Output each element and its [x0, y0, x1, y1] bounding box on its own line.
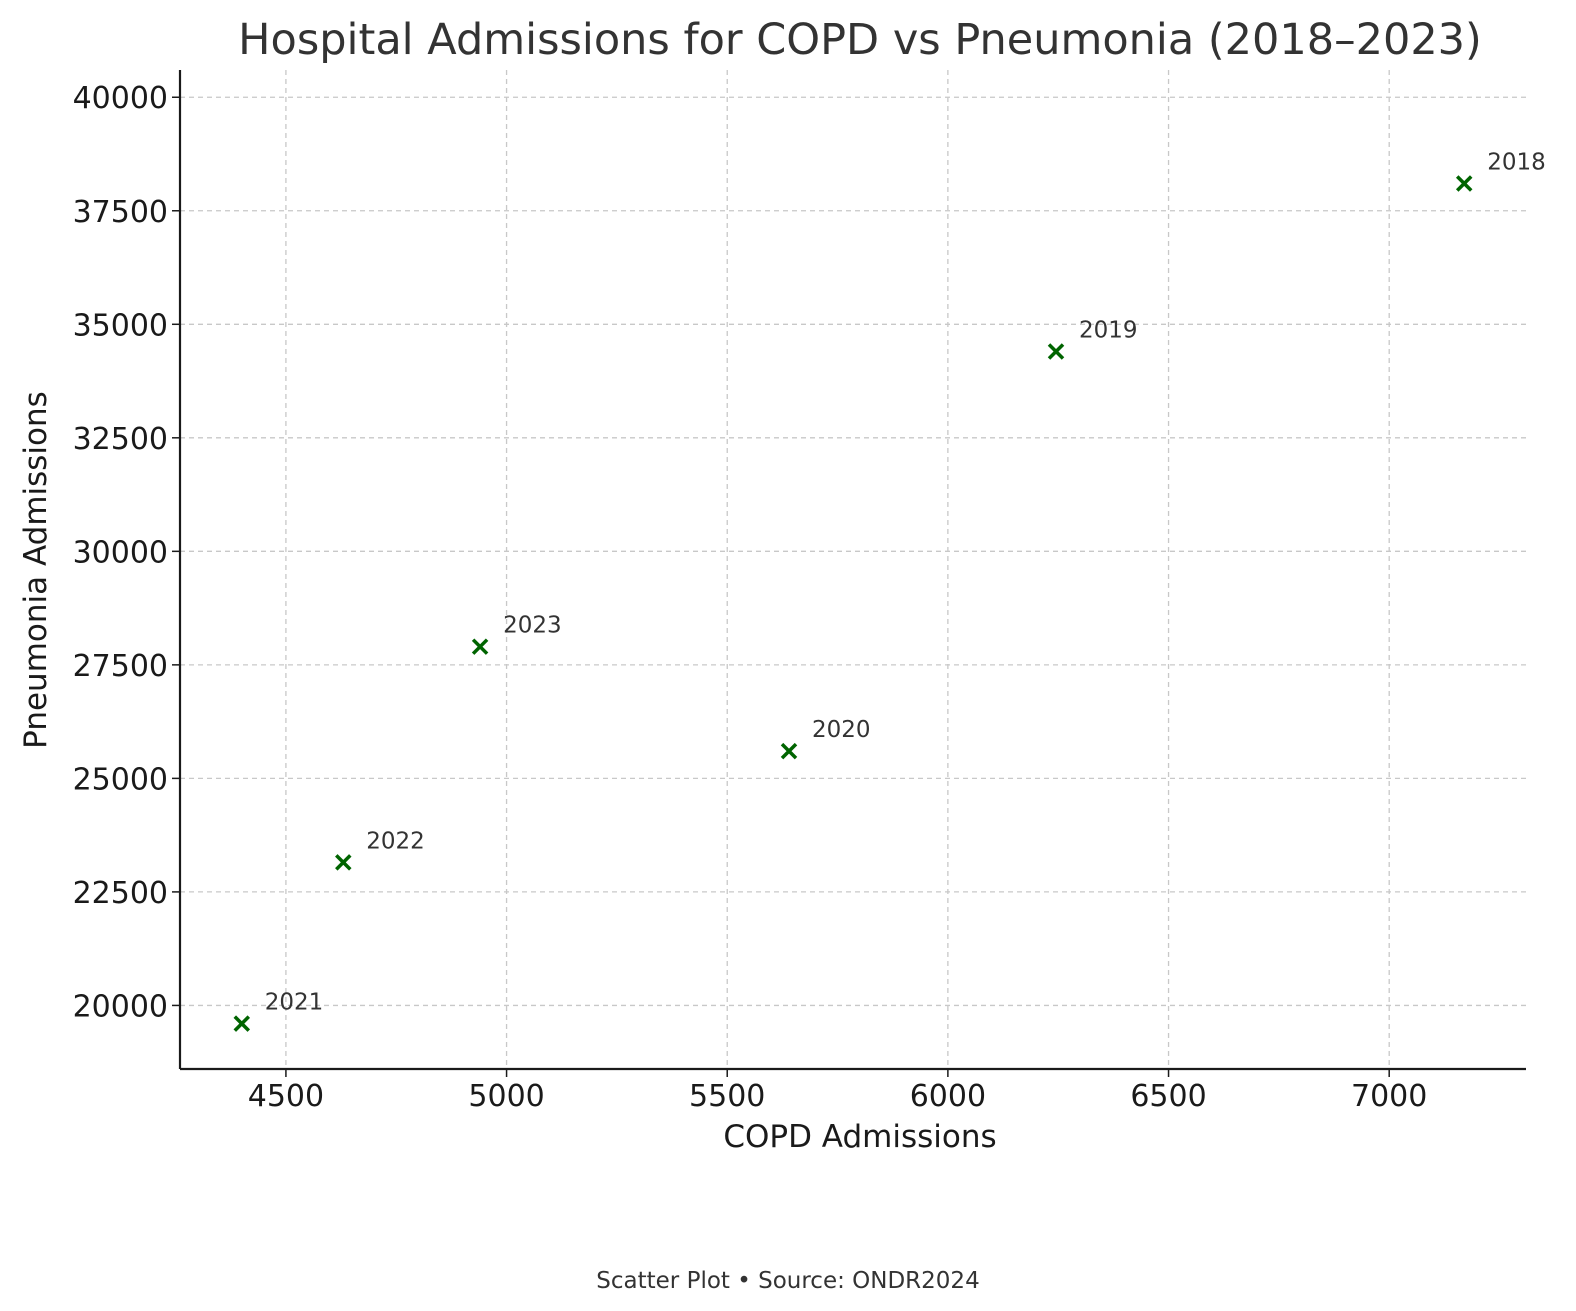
- point-label: 2018: [1487, 150, 1546, 176]
- data-point: [780, 742, 798, 760]
- x-tick-label: 6500: [1130, 1079, 1206, 1114]
- y-tick-label: 37500: [73, 195, 168, 230]
- y-tick-label: 32500: [73, 422, 168, 457]
- grid-lines: [180, 70, 1526, 1069]
- chart-title: Hospital Admissions for COPD vs Pneumoni…: [238, 15, 1482, 65]
- y-tick-label: 27500: [73, 649, 168, 684]
- x-tick-label: 5000: [468, 1079, 544, 1114]
- y-tick-label: 40000: [73, 81, 168, 116]
- data-point: [335, 854, 352, 871]
- point-marker-stroke: [780, 742, 798, 760]
- chart-footer: Scatter Plot • Source: ONDR2024: [596, 1268, 980, 1294]
- y-tick-label: 22500: [73, 876, 168, 911]
- point-marker-stroke: [1455, 175, 1473, 192]
- x-tick-label: 4500: [248, 1079, 324, 1114]
- x-tick-label: 5500: [689, 1079, 765, 1114]
- point-label: 2022: [366, 828, 425, 854]
- point-label: 2019: [1079, 318, 1138, 344]
- point-label: 2023: [503, 613, 562, 639]
- point-label: 2020: [812, 717, 871, 743]
- data-point: [1047, 343, 1065, 360]
- tick-labels: 4500 5000 5500 6000 6500 7000 20000 22500 25000 2…: [73, 81, 1428, 1114]
- x-tick-label: 6000: [910, 1079, 986, 1114]
- y-tick-label: 30000: [73, 535, 168, 570]
- point-label: 2021: [265, 990, 324, 1016]
- data-point: [1455, 175, 1473, 192]
- y-tick-label: 20000: [73, 989, 168, 1024]
- y-tick-label: 25000: [73, 762, 168, 797]
- y-axis-label: Pneumonia Admissions: [18, 391, 54, 749]
- x-axis-label: COPD Admissions: [723, 1119, 996, 1155]
- data-point: [471, 638, 489, 655]
- axes: [178, 70, 1526, 1071]
- point-marker-stroke: [1047, 343, 1065, 360]
- x-tick-label: 7000: [1351, 1079, 1427, 1114]
- point-marker-stroke: [233, 1015, 251, 1032]
- y-tick-label: 35000: [73, 308, 168, 343]
- point-marker-stroke: [471, 638, 489, 655]
- data-point: [233, 1015, 251, 1032]
- point-marker-stroke: [335, 854, 352, 871]
- data-points: 2018 2019 2020 2021 2022 2023: [233, 150, 1546, 1032]
